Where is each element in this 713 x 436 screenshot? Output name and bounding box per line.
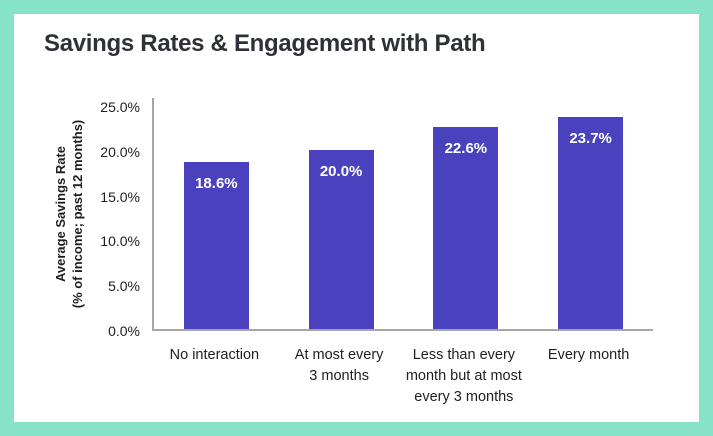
y-tick-label: 15.0% [100,188,140,205]
plot-area: 18.6% 20.0% 22.6% 23.7% [152,98,653,331]
x-axis-label: Less than every month but at most every 3 … [384,345,544,408]
y-tick-label: 20.0% [100,143,140,160]
x-axis-label: No interaction [134,345,294,366]
bar: 23.7% [558,116,624,329]
y-tick-label: 5.0% [108,278,140,295]
x-axis-label: At most every 3 months [259,345,419,387]
bar: 20.0% [308,149,374,329]
x-axis-label-line: 3 months [309,368,369,384]
x-axis-label-line: every 3 months [414,389,514,405]
chart-card: Savings Rates & Engagement with Path Ave… [14,14,699,422]
chart-title: Savings Rates & Engagement with Path [44,30,486,57]
y-tick-label: 25.0% [100,99,140,115]
bar: 22.6% [433,126,499,329]
y-tick-label: 0.0% [108,323,140,339]
x-axis-label-line: Every month [547,347,630,363]
x-axis-label: Every month [509,345,669,366]
bar: 18.6% [183,162,249,329]
y-axis-tick-labels: 0.0% 5.0% 10.0% 15.0% 20.0% 25.0% [14,14,140,422]
bar-value-label: 23.7% [569,129,612,147]
x-axis-label-line: month but at most [405,368,522,384]
x-axis-labels: No interaction At most every 3 months Less … [14,14,699,422]
bar-value-label: 20.0% [319,162,363,180]
y-tick-label: 10.0% [100,233,140,250]
bar-value-label: 18.6% [195,175,238,193]
x-axis-label-line: No interaction [169,347,260,363]
x-axis-label-line: At most every [294,347,384,363]
x-axis-label-line: Less than every [412,347,516,363]
bar-value-label: 22.6% [444,139,488,157]
